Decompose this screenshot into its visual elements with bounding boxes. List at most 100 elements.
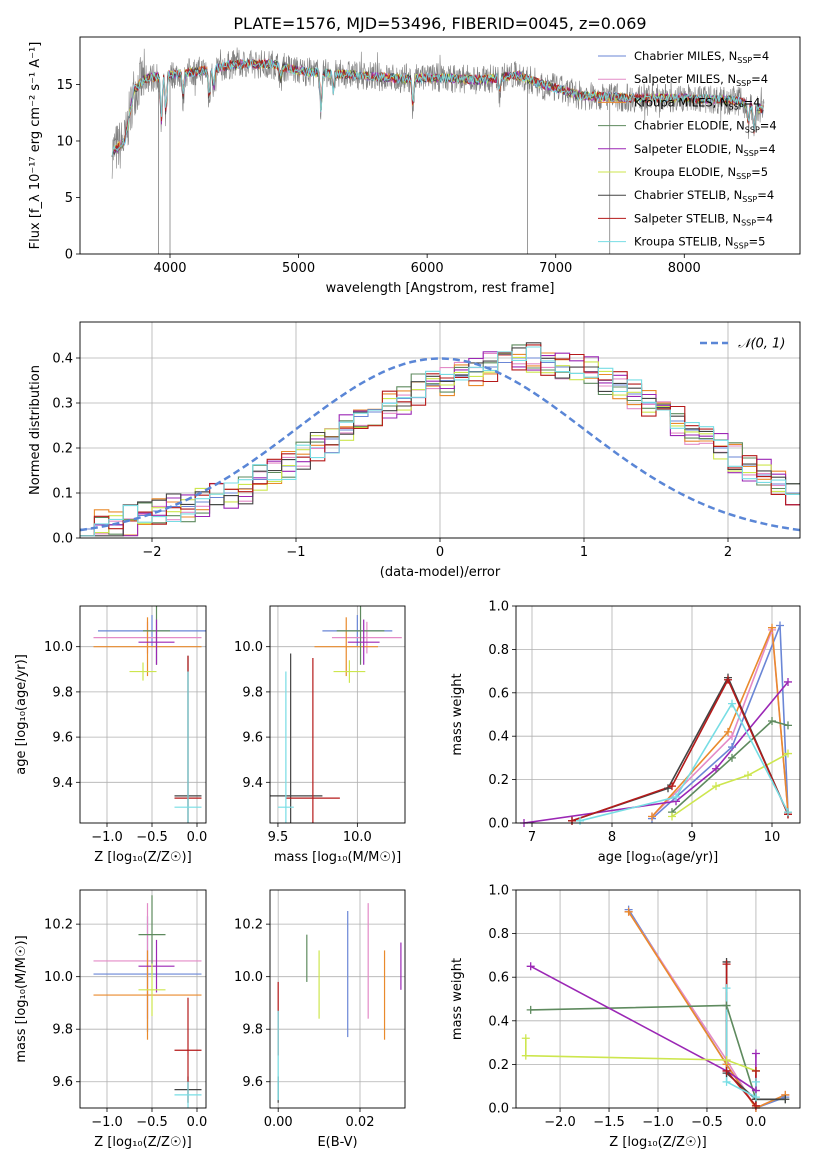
plot-frame xyxy=(269,889,406,1109)
y-axis-label: age [log₁₀(age/yr)] xyxy=(14,654,29,775)
x-tick-label: 8000 xyxy=(668,261,701,276)
legend-label: Salpeter STELIB, NSSP=4 xyxy=(634,211,773,227)
y-tick-label: 0.6 xyxy=(488,971,509,986)
x-tick-label: 6000 xyxy=(411,261,444,276)
model-spectrum-line xyxy=(111,58,764,157)
y-tick-label: 9.8 xyxy=(242,685,263,700)
weight-point-marker xyxy=(521,1034,530,1043)
y-tick-label: 9.4 xyxy=(242,776,263,791)
plot-frame xyxy=(79,321,801,539)
y-tick-label: 9.6 xyxy=(52,1075,73,1090)
y-tick-label: 0.2 xyxy=(488,1058,509,1073)
x-axis-label: mass [log₁₀(M/M☉)] xyxy=(274,850,401,865)
x-tick-label: 0.0 xyxy=(746,1115,767,1130)
weight-point-marker xyxy=(784,721,792,730)
x-tick-label: 4000 xyxy=(153,261,186,276)
y-tick-label: 10.0 xyxy=(44,970,73,985)
chart-mass-vs-Z: −1.0 −0.5 0.0 9.6 9.8 10.0 10.2 Z [log₁₀(Z/Z☉)]… xyxy=(14,889,208,1150)
weight-point-marker xyxy=(722,1056,731,1065)
y-tick-label: 9.8 xyxy=(52,685,73,700)
plot-area xyxy=(277,903,402,1103)
weight-point-marker xyxy=(728,699,736,708)
weight-series-line xyxy=(579,701,789,822)
histogram-step-series xyxy=(80,342,800,537)
chart-mass-vs-ebv: 0.00 0.02 9.6 9.8 10.0 10.2 E(B-V) xyxy=(234,889,406,1150)
weight-point-marker xyxy=(568,816,576,825)
weight-point-marker xyxy=(722,1066,731,1075)
x-tick-label: −1.0 xyxy=(642,1115,674,1130)
weight-point-marker xyxy=(722,960,731,969)
weight-series-line xyxy=(525,1038,757,1072)
weight-point-marker xyxy=(781,1095,790,1104)
weight-point-marker xyxy=(576,816,584,825)
y-tick-label: 10.0 xyxy=(234,640,263,655)
x-tick-label: 0.0 xyxy=(187,1115,208,1130)
legend-label: 𝒩(0, 1) xyxy=(738,337,785,352)
y-axis-label: mass weight xyxy=(450,673,465,755)
weight-point-marker xyxy=(724,675,732,684)
weight-point-marker xyxy=(526,1005,535,1014)
x-tick-label: 0.00 xyxy=(264,1115,293,1130)
y-tick-label: 9.6 xyxy=(242,1075,263,1090)
x-tick-label: 0.02 xyxy=(346,1115,375,1130)
weight-series-line xyxy=(671,720,789,813)
y-axis-label: Flux [f_λ 10⁻¹⁷ erg cm⁻² s⁻¹ A⁻¹] xyxy=(28,42,43,250)
y-tick-label: 10.2 xyxy=(234,918,263,933)
weight-point-marker xyxy=(722,1077,731,1086)
y-tick-label: 0.3 xyxy=(52,397,73,412)
legend-label: Kroupa ELODIE, NSSP=5 xyxy=(634,165,768,181)
weight-point-marker xyxy=(526,962,535,971)
weight-point-marker xyxy=(776,621,784,630)
x-tick-label: 10 xyxy=(764,830,781,845)
plot-area xyxy=(80,342,800,537)
x-tick-label: 0 xyxy=(436,545,444,560)
x-tick-label: 0.0 xyxy=(187,830,208,845)
y-tick-label: 0.0 xyxy=(488,817,509,832)
legend-label: Kroupa MILES, NSSP=4 xyxy=(634,95,760,111)
y-tick-label: 15 xyxy=(56,78,73,93)
weight-series-line xyxy=(571,677,789,822)
weight-point-marker xyxy=(648,812,656,821)
plot-area xyxy=(93,606,206,823)
x-tick-label: −1.0 xyxy=(91,830,123,845)
y-tick-label: 9.6 xyxy=(242,731,263,746)
x-axis-label: (data-model)/error xyxy=(380,565,501,580)
x-tick-label: −0.5 xyxy=(691,1115,723,1130)
weight-series-line xyxy=(530,965,757,1093)
x-tick-label: 10.0 xyxy=(343,830,372,845)
x-tick-label: −2.0 xyxy=(544,1115,576,1130)
weight-point-marker xyxy=(672,792,680,801)
weight-point-marker xyxy=(668,812,676,821)
chart-age-vs-Z: −1.0 −0.5 0.0 9.4 9.6 9.8 10.0 Z [log₁₀(Z/Z☉)] a… xyxy=(14,605,208,865)
chart-weight-vs-Z: −2.0 −1.5 −1.0 −0.5 0.0 0.0 0.2 0.4 0.6 0.8 1.0 Z [… xyxy=(450,884,801,1150)
weight-point-marker xyxy=(724,727,732,736)
weight-point-marker xyxy=(751,1093,760,1102)
x-tick-label: −1.0 xyxy=(91,1115,123,1130)
plot-area xyxy=(523,625,789,823)
x-tick-label: −1.5 xyxy=(593,1115,625,1130)
y-tick-label: 5 xyxy=(65,191,73,206)
weight-point-marker xyxy=(768,623,776,632)
y-tick-label: 9.4 xyxy=(52,776,73,791)
weight-point-marker xyxy=(784,749,792,758)
x-tick-label: −0.5 xyxy=(136,1115,168,1130)
y-tick-label: 0.4 xyxy=(488,1014,509,1029)
x-axis-label: wavelength [Angstrom, rest frame] xyxy=(326,281,555,296)
y-tick-label: 0.6 xyxy=(488,686,509,701)
y-tick-label: 0 xyxy=(65,248,73,263)
x-tick-label: 7 xyxy=(528,830,536,845)
plot-frame xyxy=(79,889,207,1109)
y-tick-label: 0.2 xyxy=(488,773,509,788)
y-tick-label: 0.4 xyxy=(52,352,73,367)
x-tick-label: 9 xyxy=(688,830,696,845)
weight-point-marker xyxy=(768,717,776,726)
y-axis-label: Normed distribution xyxy=(28,365,43,495)
y-tick-label: 10.0 xyxy=(44,640,73,655)
y-axis-label: mass weight xyxy=(450,958,465,1040)
y-tick-label: 0.8 xyxy=(488,927,509,942)
legend-label: Chabrier STELIB, NSSP=4 xyxy=(634,188,774,204)
y-tick-label: 9.8 xyxy=(52,1023,73,1038)
weight-point-marker xyxy=(712,782,720,791)
plot-frame xyxy=(79,605,207,824)
weight-point-marker xyxy=(728,732,736,741)
